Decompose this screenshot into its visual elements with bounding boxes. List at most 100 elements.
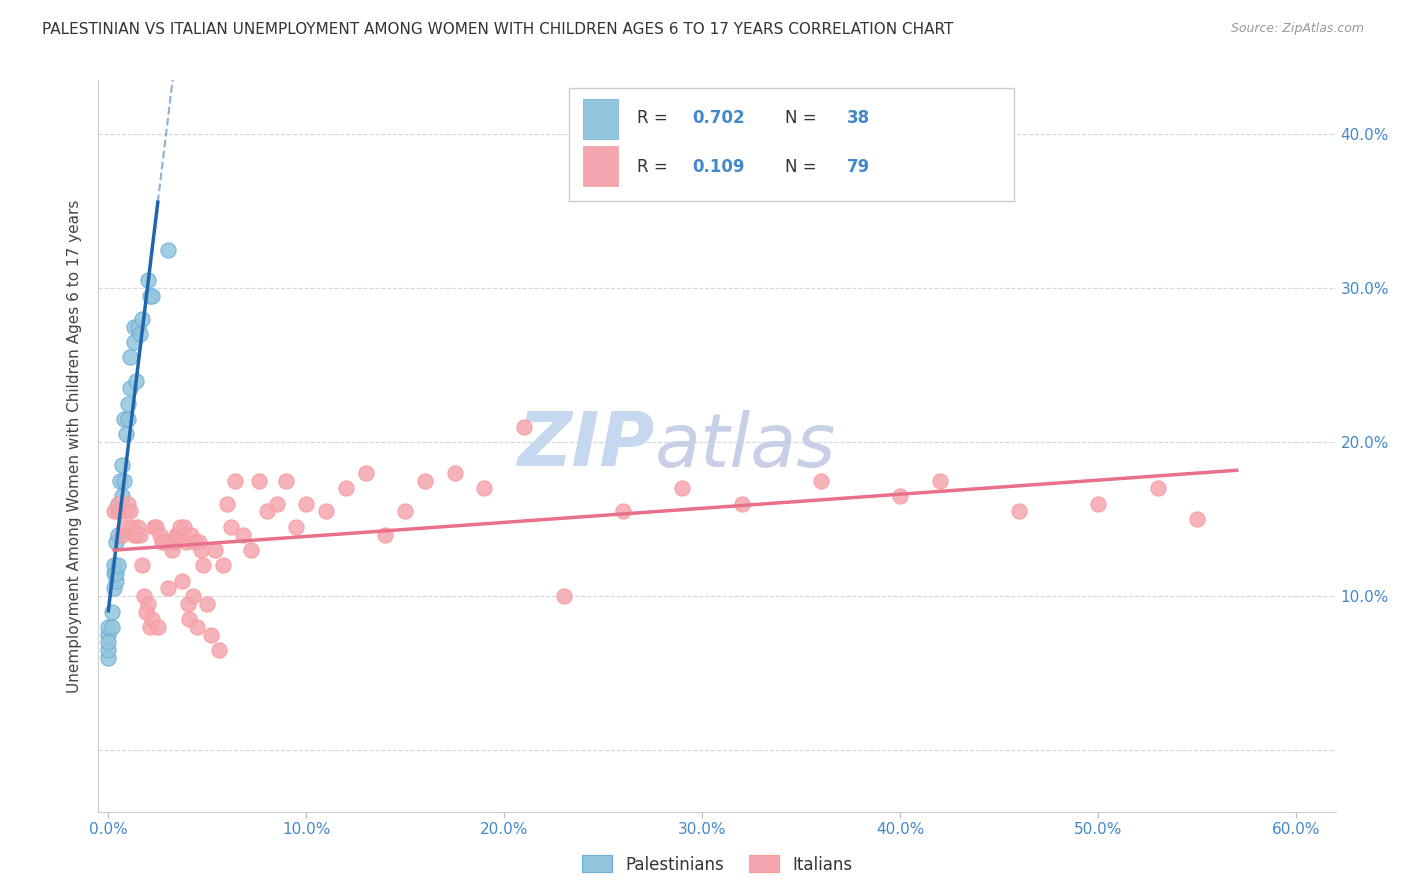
Point <box>394 504 416 518</box>
Point <box>219 520 242 534</box>
Point <box>186 620 208 634</box>
Point <box>115 504 138 518</box>
Point <box>212 558 235 573</box>
Point <box>120 351 142 365</box>
Text: PALESTINIAN VS ITALIAN UNEMPLOYMENT AMONG WOMEN WITH CHILDREN AGES 6 TO 17 YEARS: PALESTINIAN VS ITALIAN UNEMPLOYMENT AMON… <box>42 22 953 37</box>
Point <box>122 527 145 541</box>
Text: Source: ZipAtlas.com: Source: ZipAtlas.com <box>1230 22 1364 36</box>
Point <box>125 374 148 388</box>
Point <box>142 520 165 534</box>
Text: atlas: atlas <box>655 410 837 482</box>
Point <box>443 466 465 480</box>
Point <box>101 620 124 634</box>
Point <box>136 273 159 287</box>
Point <box>889 489 911 503</box>
Point <box>97 643 120 657</box>
Point <box>131 312 153 326</box>
Point <box>315 504 337 518</box>
Point <box>129 327 152 342</box>
Point <box>117 497 139 511</box>
Point <box>413 474 436 488</box>
Point <box>103 558 125 573</box>
Point <box>145 520 167 534</box>
Text: N =: N = <box>785 110 823 128</box>
Point <box>108 474 131 488</box>
Point <box>295 497 318 511</box>
Point <box>156 243 179 257</box>
Text: 38: 38 <box>846 110 870 128</box>
Text: R =: R = <box>637 158 672 176</box>
Point <box>553 589 575 603</box>
Point <box>513 419 536 434</box>
Point <box>111 527 134 541</box>
Point <box>107 504 129 518</box>
Point <box>247 474 270 488</box>
Point <box>101 605 124 619</box>
Point <box>165 527 187 541</box>
Point <box>97 620 120 634</box>
Point <box>141 289 163 303</box>
Text: R =: R = <box>637 110 672 128</box>
Point <box>107 497 129 511</box>
Point <box>103 566 125 580</box>
Point <box>107 558 129 573</box>
Point <box>117 397 139 411</box>
Point <box>160 543 183 558</box>
Point <box>117 412 139 426</box>
Point <box>239 543 262 558</box>
Point <box>169 520 191 534</box>
Point <box>149 527 172 541</box>
Point <box>163 535 186 549</box>
Point <box>173 520 195 534</box>
Point <box>115 427 138 442</box>
Point <box>204 543 226 558</box>
Point <box>131 558 153 573</box>
Point <box>150 535 173 549</box>
Point <box>195 597 218 611</box>
Point <box>97 635 120 649</box>
Point <box>111 458 134 473</box>
Point <box>190 543 212 558</box>
Point <box>285 520 308 534</box>
Point <box>1185 512 1208 526</box>
Point <box>335 481 357 495</box>
Point <box>112 520 135 534</box>
Point <box>671 481 693 495</box>
Y-axis label: Unemployment Among Women with Children Ages 6 to 17 years: Unemployment Among Women with Children A… <box>67 199 83 693</box>
Point <box>127 520 149 534</box>
Text: 0.702: 0.702 <box>692 110 745 128</box>
Point <box>374 527 396 541</box>
FancyBboxPatch shape <box>568 87 1014 201</box>
Point <box>125 527 148 541</box>
Point <box>105 566 128 580</box>
Point <box>188 535 211 549</box>
Point <box>139 289 162 303</box>
Point <box>810 474 832 488</box>
Point <box>97 650 120 665</box>
Text: 79: 79 <box>846 158 870 176</box>
Point <box>266 497 288 511</box>
Point <box>232 527 254 541</box>
Point <box>120 504 142 518</box>
Point <box>184 535 207 549</box>
Point <box>170 574 193 588</box>
Point <box>105 574 128 588</box>
Point <box>120 381 142 395</box>
Point <box>141 612 163 626</box>
Point <box>166 527 188 541</box>
Point <box>122 319 145 334</box>
Point <box>103 504 125 518</box>
Point <box>612 504 634 518</box>
Point <box>121 520 143 534</box>
Point <box>135 605 157 619</box>
Point <box>179 612 201 626</box>
Point <box>200 627 222 641</box>
Bar <box>583 99 619 139</box>
Legend: Palestinians, Italians: Palestinians, Italians <box>575 848 859 880</box>
Point <box>136 597 159 611</box>
Point <box>122 334 145 349</box>
Point <box>146 620 169 634</box>
Point <box>152 535 174 549</box>
Point <box>174 535 197 549</box>
Point <box>111 489 134 503</box>
